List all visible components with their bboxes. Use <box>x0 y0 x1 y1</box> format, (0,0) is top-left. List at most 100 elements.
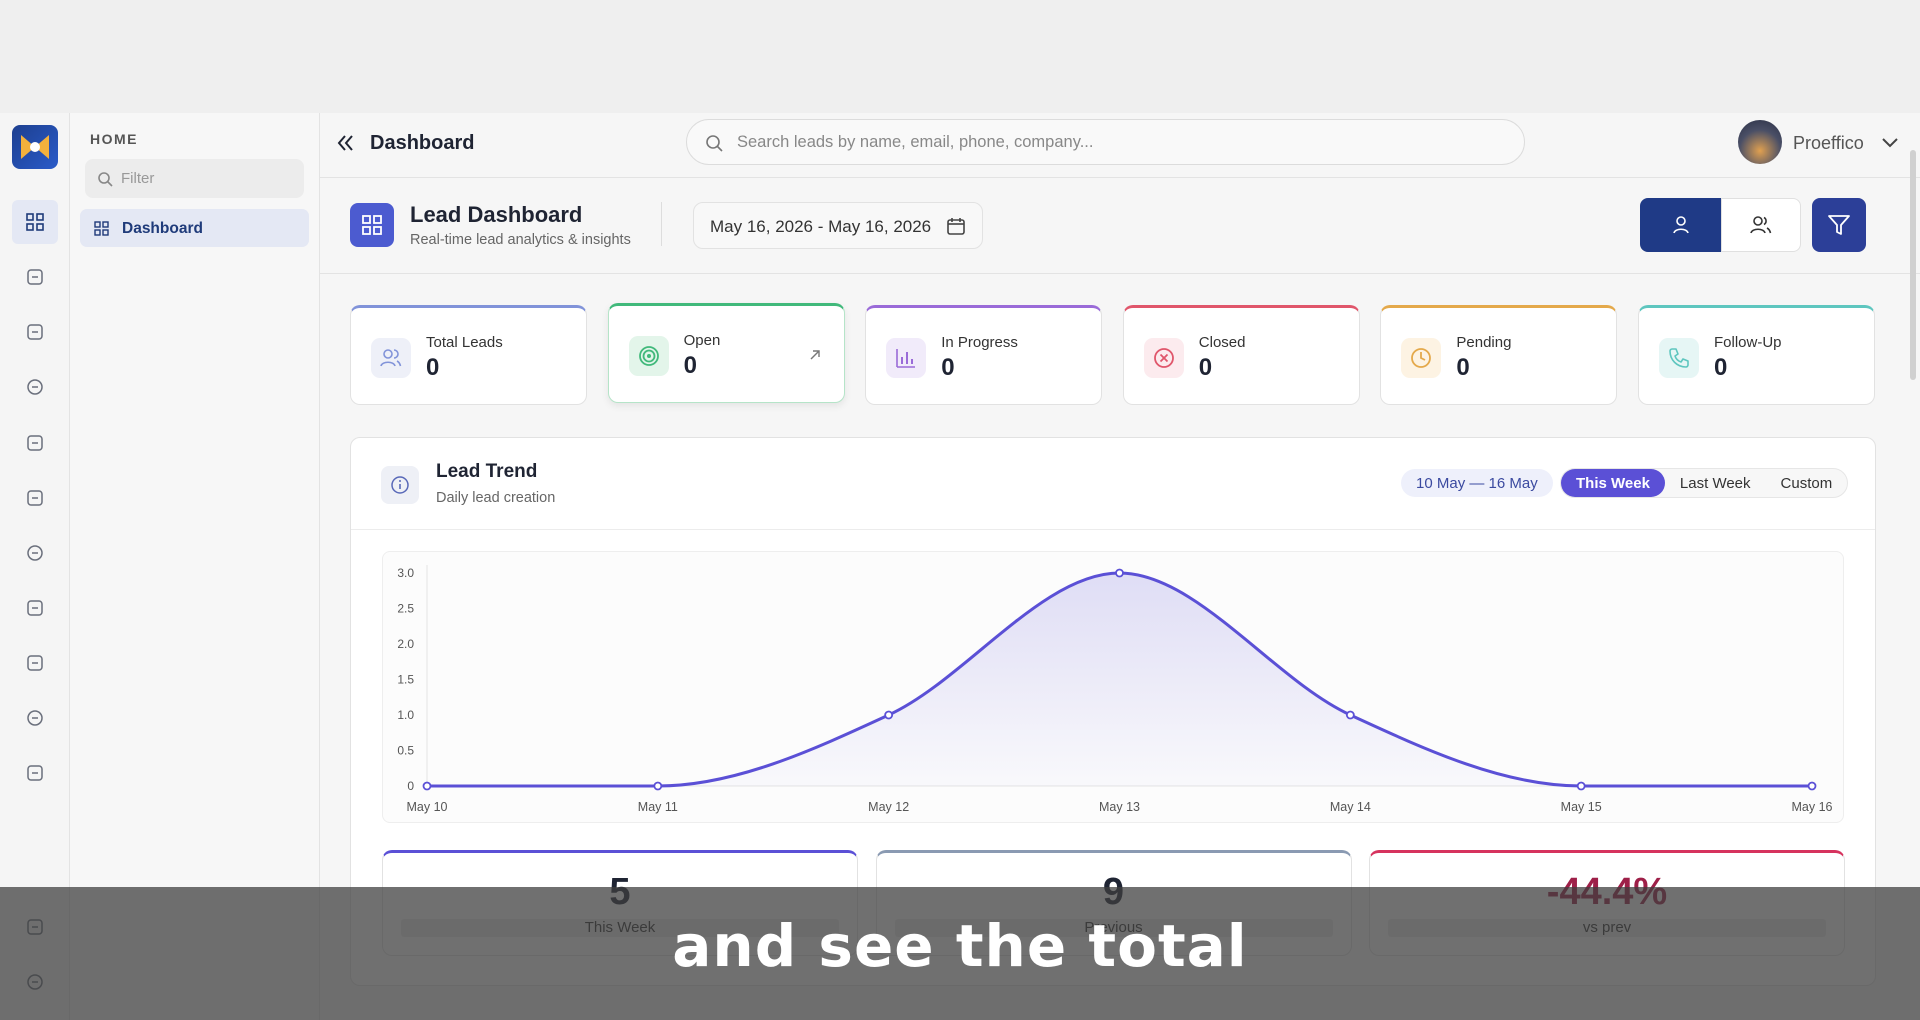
y-tick-label: 1.0 <box>397 708 414 722</box>
range-tab[interactable]: Custom <box>1780 474 1833 492</box>
filter-button[interactable] <box>1812 198 1866 252</box>
rail-glyph <box>27 269 43 285</box>
range-chip: 10 May — 16 May <box>1401 469 1553 497</box>
stat-value: 0 <box>1714 354 1728 381</box>
nav-item[interactable]: Dashboard <box>80 209 309 247</box>
header: Dashboard Search leads by name, email, p… <box>320 113 1920 178</box>
range-tab[interactable]: This Week <box>1561 469 1665 497</box>
rail-icon[interactable] <box>21 484 49 512</box>
dashboard-icon <box>350 203 394 247</box>
open-link-icon[interactable] <box>808 348 822 362</box>
y-tick-label: 0 <box>407 779 414 793</box>
stat-card[interactable]: In Progress 0 <box>865 305 1103 405</box>
caption: and see the total <box>672 912 1248 980</box>
search-icon <box>98 172 113 187</box>
icon-rail <box>0 113 70 1020</box>
point <box>1807 781 1817 791</box>
sidebar: HOME Filter Dashboard <box>70 113 320 1020</box>
rail-icon[interactable] <box>21 318 49 346</box>
avatar[interactable] <box>1738 120 1782 164</box>
stat-card[interactable]: Closed 0 <box>1122 305 1360 405</box>
stat-label: Closed <box>1198 334 1246 351</box>
stat-label: Open <box>683 332 721 349</box>
rail-glyph <box>26 213 44 231</box>
chart: 0 0.5 1.0 1.5 2.0 2.5 3.0 May 10 May 11 May 12 May… <box>397 565 1833 814</box>
rail-icon[interactable] <box>21 539 49 567</box>
filter-icon <box>1828 215 1850 235</box>
collapse-icon[interactable] <box>336 133 356 153</box>
rail-glyph <box>27 600 43 616</box>
point <box>1576 781 1586 791</box>
scrollbar <box>1910 150 1916 380</box>
search-placeholder: Search leads by name, email, phone, comp… <box>737 133 1094 151</box>
nav-icon <box>94 221 109 236</box>
search-input[interactable]: Search leads by name, email, phone, comp… <box>686 119 1525 165</box>
stat-card[interactable]: Total Leads 0 <box>350 305 587 405</box>
filter-input[interactable]: Filter <box>85 159 304 198</box>
point <box>1345 710 1355 720</box>
stat-label: Total Leads <box>426 334 503 351</box>
rail-icon[interactable] <box>21 373 49 401</box>
main: Dashboard Search leads by name, email, p… <box>320 113 1920 1020</box>
point <box>422 781 432 791</box>
stat-icon <box>1659 338 1699 378</box>
stat-value: 0 <box>426 354 440 381</box>
point <box>884 710 894 720</box>
stat-icon <box>1143 338 1184 378</box>
range-tab[interactable]: Last Week <box>1679 474 1751 492</box>
dashboard-title: Lead Dashboard <box>410 202 583 227</box>
x-tick-label: May 13 <box>1099 800 1140 814</box>
search-icon <box>706 135 723 152</box>
date-picker[interactable]: May 16, 2026 - May 16, 2026 <box>693 202 983 249</box>
logo-mark <box>21 135 49 159</box>
rail-glyph <box>27 379 43 395</box>
stat-value: 0 <box>941 354 955 381</box>
caption-overlay <box>0 887 1920 1020</box>
stat-value: 0 <box>1456 354 1470 381</box>
chevron <box>1882 138 1898 148</box>
rail-icon[interactable] <box>21 704 49 732</box>
rail-glyph <box>27 490 43 506</box>
stat-label: In Progress <box>941 334 1018 351</box>
y-tick-label: 3.0 <box>397 566 414 580</box>
x-tick-label: May 10 <box>407 800 448 814</box>
single-user-toggle[interactable] <box>1640 198 1721 252</box>
stat-glyph <box>1153 348 1174 368</box>
stat-card[interactable]: Follow-Up 0 <box>1638 305 1875 405</box>
user-icon <box>1672 216 1689 234</box>
stat-card[interactable]: Pending 0 <box>1380 305 1618 405</box>
filter-placeholder: Filter <box>121 170 155 187</box>
calendar-icon <box>947 218 965 235</box>
area <box>427 573 1812 786</box>
rail-icon[interactable] <box>21 649 49 677</box>
date-range: May 16, 2026 - May 16, 2026 <box>710 217 932 236</box>
stat-glyph <box>896 349 916 368</box>
nav-label: Dashboard <box>122 220 203 237</box>
rail-icon[interactable] <box>12 200 58 244</box>
trend-title: Lead Trend <box>436 461 538 482</box>
app: HOME Filter Dashboard Dashboard Search l… <box>0 113 1920 1020</box>
x-tick-label: May 16 <box>1792 800 1833 814</box>
rail-icon[interactable] <box>21 263 49 291</box>
stat-glyph <box>380 349 402 367</box>
team-toggle[interactable] <box>1721 198 1801 252</box>
user-name[interactable]: Proeffico <box>1793 133 1864 153</box>
divider <box>661 202 662 246</box>
rail-glyph <box>27 545 43 561</box>
stat-value: 0 <box>683 352 697 379</box>
stat-icon <box>1401 338 1442 378</box>
rail-icon[interactable] <box>21 429 49 457</box>
rail-icon[interactable] <box>21 759 49 787</box>
x-tick-label: May 12 <box>868 800 909 814</box>
toolbar: Lead Dashboard Real-time lead analytics … <box>320 178 1920 274</box>
logo[interactable] <box>12 125 58 169</box>
rail-icon[interactable] <box>21 594 49 622</box>
y-tick-label: 1.5 <box>397 673 414 687</box>
stat-label: Follow-Up <box>1714 334 1782 351</box>
rail-glyph <box>27 435 43 451</box>
stat-card[interactable]: Open 0 <box>607 303 845 403</box>
grid-icon <box>362 215 382 235</box>
stat-value: 0 <box>1198 354 1213 381</box>
